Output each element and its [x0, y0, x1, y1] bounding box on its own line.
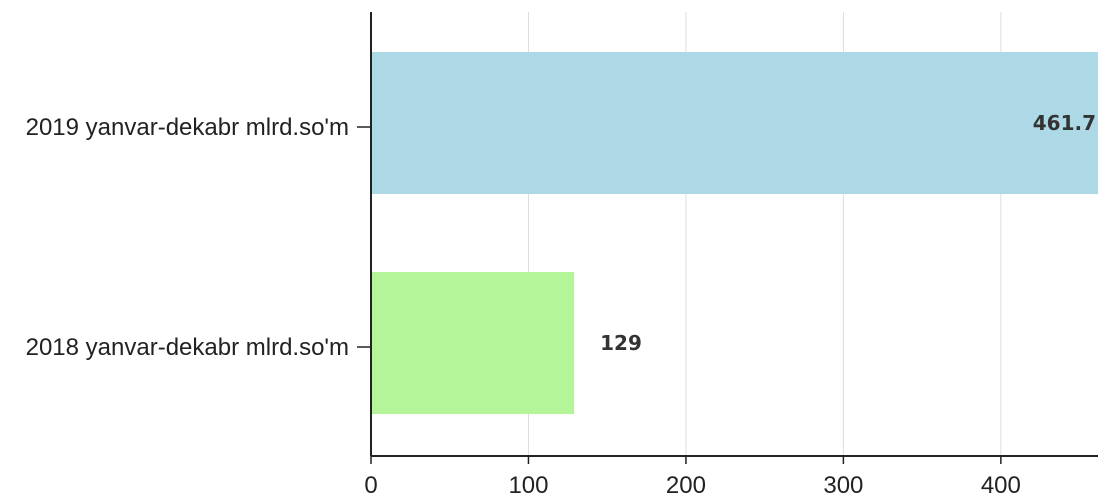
bars [371, 52, 1098, 414]
x-tick-label: 300 [823, 472, 863, 499]
category-label: 2019 yanvar-dekabr mlrd.so'm [26, 114, 349, 141]
x-tick-label: 100 [508, 472, 548, 499]
x-tick-label: 0 [364, 472, 377, 499]
data-label: 129 [600, 331, 642, 355]
x-tick-label: 200 [666, 472, 706, 499]
axes [357, 12, 1098, 464]
category-label: 2018 yanvar-dekabr mlrd.so'm [26, 334, 349, 361]
labels: 0 100 200 300 400 461.7 2019 yanvar-dekabr mlr… [26, 111, 1096, 499]
data-label: 461.7 [1033, 111, 1096, 135]
bar [371, 272, 575, 414]
x-tick-label: 400 [981, 472, 1021, 499]
bar [371, 52, 1098, 194]
